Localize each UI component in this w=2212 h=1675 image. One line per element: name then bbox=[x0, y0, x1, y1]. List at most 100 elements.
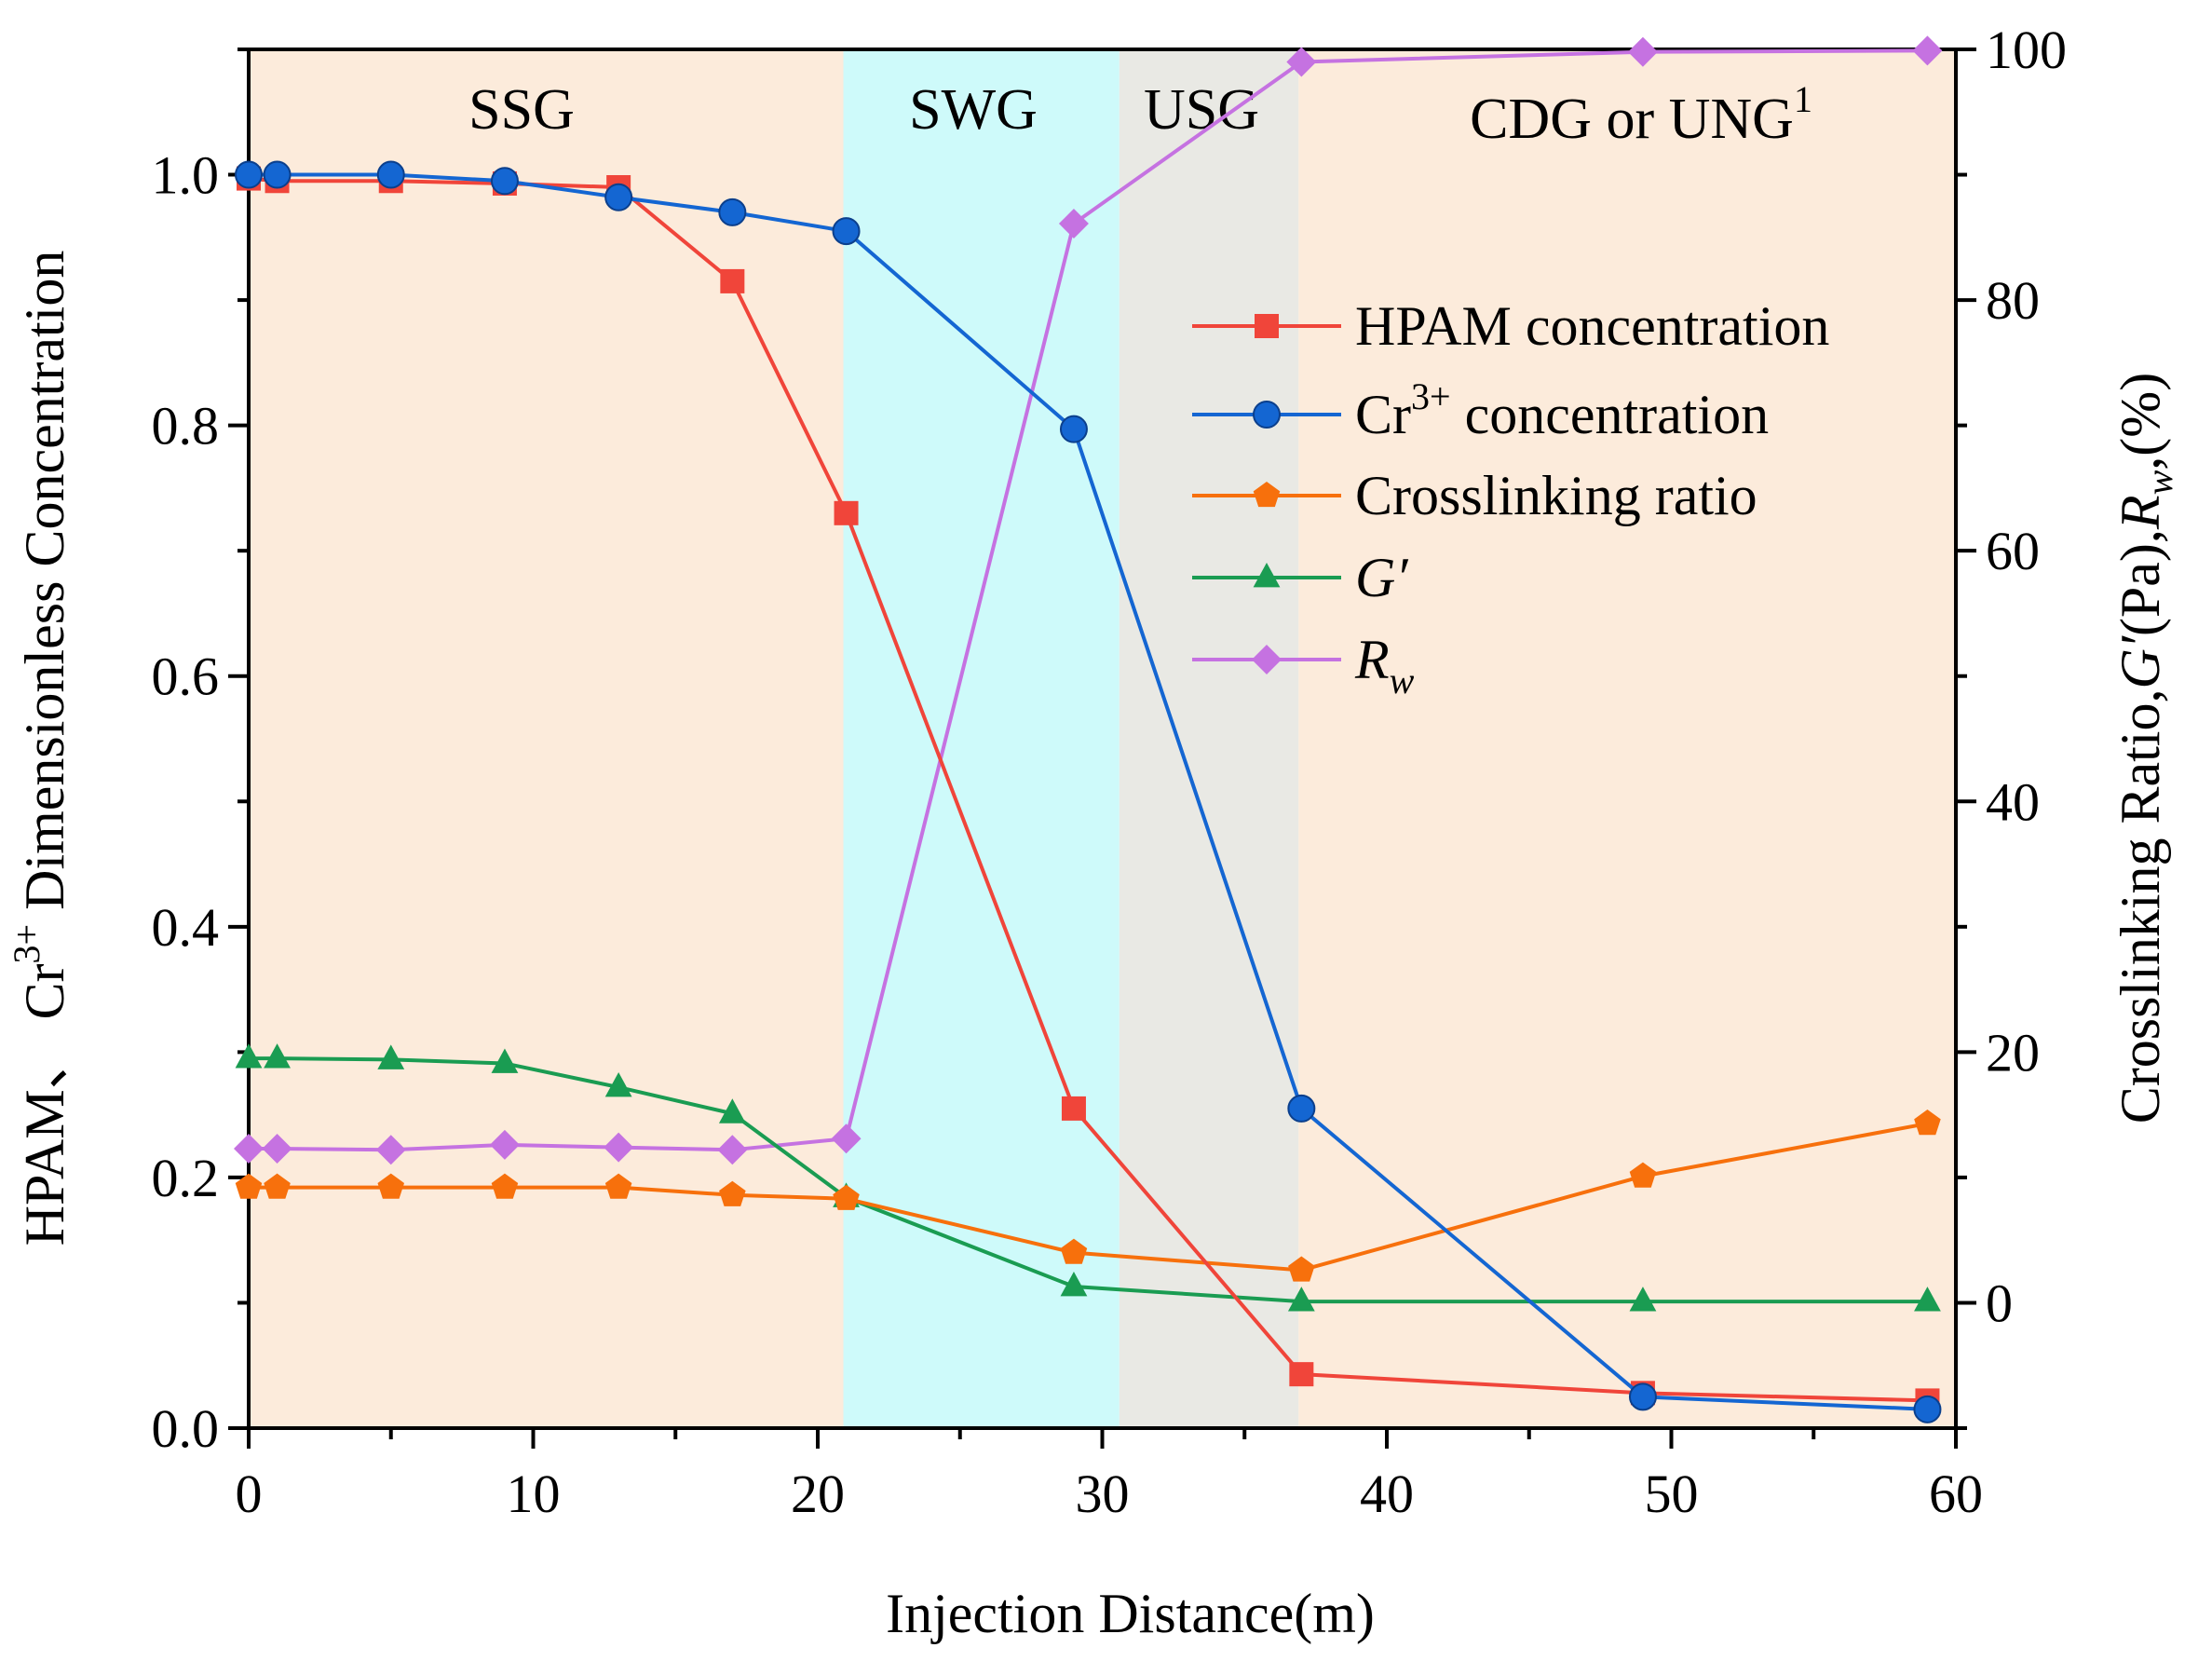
legend-text-part: R bbox=[1354, 629, 1390, 690]
data-point bbox=[490, 167, 519, 196]
data-point bbox=[604, 1132, 634, 1163]
y-left-title-part: Dimensionless Concentration bbox=[14, 251, 75, 924]
legend-item-3: Crosslinking ratio bbox=[1192, 465, 1757, 526]
data-point bbox=[1287, 1094, 1316, 1123]
legend-item-1: HPAM concentration bbox=[1192, 295, 1829, 357]
data-point bbox=[376, 160, 405, 189]
x-tick-label: 60 bbox=[1929, 1464, 1983, 1524]
x-tick-label: 10 bbox=[507, 1464, 561, 1524]
legend-marker bbox=[1253, 482, 1281, 508]
x-tick-label: 30 bbox=[1076, 1464, 1130, 1524]
legend-text-part: G′ bbox=[1355, 547, 1408, 608]
legend-marker bbox=[1252, 645, 1282, 674]
data-point bbox=[833, 1184, 860, 1210]
data-point bbox=[832, 217, 861, 246]
data-point bbox=[377, 1044, 405, 1069]
data-point bbox=[262, 1133, 292, 1164]
series-3 bbox=[235, 1110, 1941, 1282]
legend-text-part: Cr bbox=[1355, 384, 1411, 445]
data-point bbox=[718, 1098, 746, 1123]
x-tick-label: 0 bbox=[236, 1464, 263, 1524]
x-tick-label: 50 bbox=[1645, 1464, 1699, 1524]
x-tick-label: 20 bbox=[791, 1464, 845, 1524]
data-point bbox=[1629, 1287, 1657, 1312]
data-point bbox=[717, 1135, 748, 1165]
data-point bbox=[1060, 1238, 1088, 1264]
region-label-text: SSG bbox=[468, 78, 575, 142]
data-point bbox=[604, 1173, 632, 1199]
legend-marker bbox=[1255, 314, 1279, 338]
data-point bbox=[1914, 1110, 1941, 1136]
data-point bbox=[235, 160, 263, 189]
y-right-tick-label: 100 bbox=[1986, 20, 2067, 80]
data-point bbox=[264, 1173, 291, 1199]
y-right-title-sub: w bbox=[2138, 470, 2180, 495]
region-label-text: SWG bbox=[909, 78, 1038, 142]
y-left-tick-label: 0.8 bbox=[152, 396, 220, 456]
data-point bbox=[491, 1173, 519, 1199]
y-right-tick-label: 0 bbox=[1986, 1273, 2013, 1333]
data-point bbox=[831, 1123, 862, 1154]
legend-label: G′ bbox=[1355, 547, 1408, 608]
region-label-4: CDG or UNG1 bbox=[1470, 78, 1812, 151]
data-point bbox=[604, 183, 633, 211]
data-point bbox=[1912, 35, 1943, 66]
legend-label: Crosslinking ratio bbox=[1355, 465, 1757, 526]
legend-text-sub: w bbox=[1390, 660, 1415, 701]
y-right-title-part: Crosslinking Ratio, bbox=[2110, 689, 2171, 1124]
data-point bbox=[1289, 1362, 1314, 1387]
y-right-tick-label: 60 bbox=[1986, 521, 2040, 581]
region-band-2 bbox=[843, 49, 1120, 1428]
y-right-title-part: (Pa), bbox=[2110, 529, 2171, 636]
data-point bbox=[1913, 1395, 1942, 1423]
legend-marker bbox=[1253, 563, 1281, 588]
data-point bbox=[489, 1129, 520, 1160]
data-point bbox=[491, 1048, 519, 1073]
data-point bbox=[1286, 47, 1317, 77]
series-2 bbox=[235, 160, 1942, 1423]
y-left-tick-label: 0.6 bbox=[152, 647, 220, 707]
y-left-title-part: HPAM、 Cr bbox=[14, 963, 75, 1246]
legend-item-4: G′ bbox=[1192, 547, 1408, 608]
region-label-text: CDG or UNG bbox=[1470, 88, 1794, 151]
data-point bbox=[834, 500, 859, 525]
region-band-4 bbox=[1298, 49, 1956, 1428]
legend-marker bbox=[1253, 401, 1281, 429]
y-left-tick-label: 0.2 bbox=[152, 1148, 220, 1208]
data-point bbox=[264, 1043, 291, 1069]
data-point bbox=[234, 1133, 264, 1164]
y-left-tick-label: 1.0 bbox=[152, 145, 220, 206]
y-left-title-sup: 3+ bbox=[6, 924, 47, 964]
data-point bbox=[1627, 36, 1658, 67]
data-point bbox=[1914, 1287, 1941, 1312]
y-right-title-italic: G′ bbox=[2110, 635, 2171, 688]
data-point bbox=[1061, 1096, 1086, 1121]
data-point bbox=[1288, 1256, 1315, 1282]
data-point bbox=[718, 197, 747, 226]
region-label-sup: 1 bbox=[1794, 78, 1812, 120]
legend-label: Rw bbox=[1354, 629, 1415, 701]
y-right-title-italic: R bbox=[2110, 495, 2171, 530]
data-point bbox=[375, 1135, 406, 1165]
x-tick-label: 40 bbox=[1360, 1464, 1414, 1524]
legend-text-part: concentration bbox=[1451, 384, 1770, 445]
y-right-tick-label: 40 bbox=[1986, 771, 2040, 832]
data-point bbox=[719, 1180, 746, 1206]
data-point bbox=[377, 1173, 405, 1199]
data-point bbox=[1287, 1287, 1315, 1312]
data-point bbox=[235, 1043, 263, 1069]
data-point bbox=[1058, 209, 1089, 239]
legend-label: Cr3+ concentration bbox=[1355, 375, 1769, 445]
y-left-tick-label: 0.0 bbox=[152, 1398, 220, 1459]
legend-text-sup: 3+ bbox=[1411, 375, 1451, 417]
y-left-tick-label: 0.4 bbox=[152, 897, 220, 958]
y-right-axis-title: Crosslinking Ratio,G′(Pa),Rw,(%) bbox=[2110, 373, 2180, 1123]
x-axis-title: Injection Distance(m) bbox=[886, 1583, 1375, 1644]
data-point bbox=[720, 268, 745, 293]
y-right-title-part: ,(%) bbox=[2110, 373, 2171, 470]
region-band-3 bbox=[1119, 49, 1299, 1428]
data-point bbox=[263, 160, 292, 189]
legend-item-2: Cr3+ concentration bbox=[1192, 375, 1769, 445]
